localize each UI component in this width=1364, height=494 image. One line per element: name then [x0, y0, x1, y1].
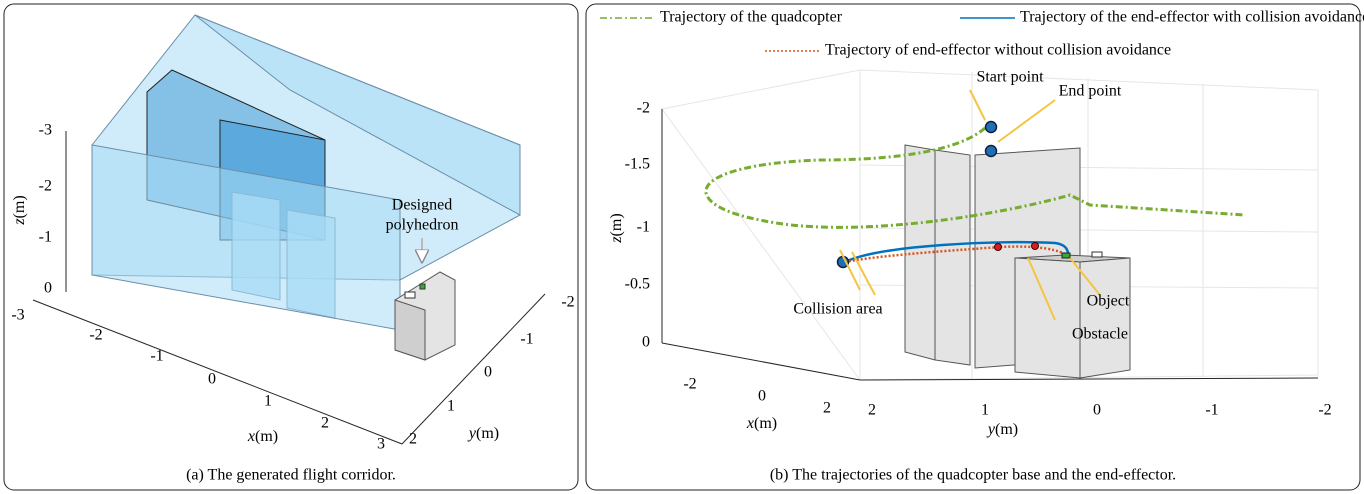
annotation: Collision area: [793, 301, 882, 318]
axis-label: y(m): [986, 421, 1018, 438]
tick-label: -2: [683, 376, 696, 393]
legend-label: Trajectory of the quadcopter: [660, 9, 843, 26]
tick-label: -2: [89, 327, 102, 344]
tick-label: -1: [1205, 402, 1218, 419]
tick-label: 0: [642, 334, 650, 351]
tick-label: 3: [377, 436, 385, 453]
tick-label: -1: [150, 348, 163, 365]
tick-label: 1: [981, 402, 989, 419]
tick-label: 2: [868, 402, 876, 419]
tick-label: 1: [264, 393, 272, 410]
tick-label: 0: [1093, 402, 1101, 419]
tick-label: -3: [39, 122, 52, 139]
tick-label: -1.5: [625, 156, 650, 173]
annotation: End point: [1059, 83, 1122, 100]
tick-label: -2: [39, 178, 52, 195]
axis-label: z(m): [11, 195, 28, 225]
corridor: [92, 15, 520, 360]
tick-label: -2: [1318, 402, 1331, 419]
axis-label: z(m): [608, 213, 625, 243]
annotation: Designed: [392, 197, 452, 214]
annotation: Object: [1087, 293, 1130, 310]
axis-unit: (m): [255, 428, 278, 445]
tick-label: -3: [11, 307, 24, 324]
axis-label: x(m): [746, 415, 777, 432]
tick-label: 1: [447, 398, 455, 415]
tick-label: 0: [208, 371, 216, 388]
tick-label: 2: [823, 400, 831, 417]
tick-label: -2: [561, 294, 574, 311]
tick-label: 0: [758, 388, 766, 405]
axis-label: x(m): [247, 428, 278, 445]
obstacles-b: [905, 145, 1130, 378]
collision-marker: [1032, 243, 1039, 250]
axis-unit: (m): [608, 213, 625, 236]
annotation: Start point: [976, 69, 1044, 86]
axis-unit: (m): [754, 415, 777, 432]
annotation: polyhedron: [386, 217, 459, 234]
tick-label: -1: [520, 331, 533, 348]
tick-label: -2: [637, 100, 650, 117]
axis-unit: (m): [995, 421, 1018, 438]
figure: -3-2-10-3-2-10123-2-1012z(m)x(m)y(m)Desi…: [0, 0, 1364, 494]
object-marker: [1062, 253, 1070, 258]
legend-label: Trajectory of the end-effector with coll…: [1020, 9, 1364, 26]
axis-label: y(m): [467, 425, 499, 442]
axis-variable: x: [746, 415, 754, 432]
legend-label: Trajectory of end-effector without colli…: [825, 42, 1171, 59]
tick-label: 2: [409, 431, 417, 448]
axis-variable: x: [247, 428, 255, 445]
tick-label: -1: [637, 219, 650, 236]
point-marker: [986, 122, 997, 133]
point-marker: [986, 146, 997, 157]
caption: (b) The trajectories of the quadcopter b…: [770, 467, 1176, 484]
axis-unit: (m): [11, 195, 28, 218]
tick-label: -0.5: [625, 276, 650, 293]
axis-unit: (m): [476, 425, 499, 442]
tick-label: 2: [321, 415, 329, 432]
annotation: Obstacle: [1072, 326, 1128, 343]
collision-marker: [995, 244, 1002, 251]
panel-b-frame: [586, 4, 1360, 490]
tick-label: -1: [39, 229, 52, 246]
tick-label: 0: [484, 364, 492, 381]
tick-label: 0: [44, 280, 52, 297]
caption: (a) The generated flight corridor.: [186, 467, 396, 484]
